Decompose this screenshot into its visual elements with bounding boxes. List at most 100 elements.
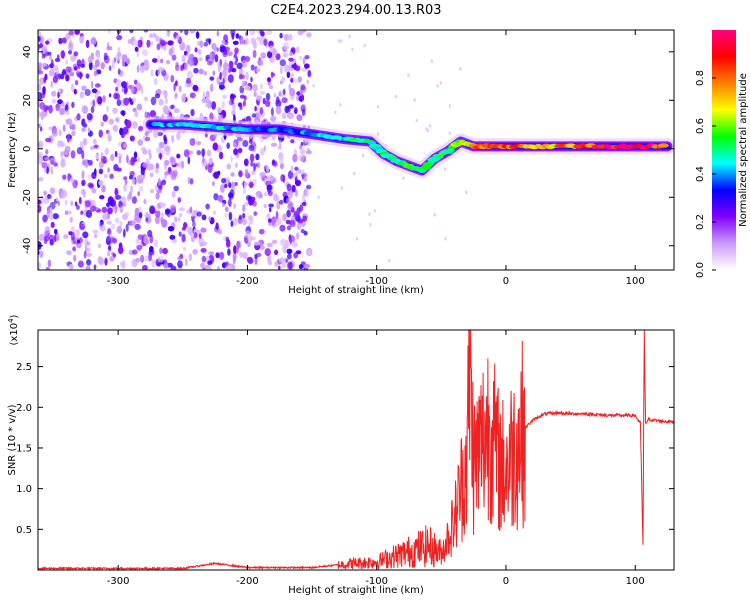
- noise-speckle: [286, 225, 292, 231]
- noise-speckle: [80, 210, 84, 215]
- noise-speckle: [263, 38, 268, 47]
- noise-speckle: [46, 207, 51, 214]
- noise-speckle: [163, 134, 167, 142]
- noise-speckle: [48, 126, 52, 131]
- noise-speckle: [231, 32, 235, 40]
- noise-speckle: [284, 64, 291, 74]
- noise-speckle: [294, 78, 298, 84]
- noise-speckle: [169, 234, 176, 240]
- noise-speckle: [116, 34, 123, 41]
- noise-speckle: [130, 85, 135, 94]
- noise-speckle: [49, 206, 53, 213]
- noise-speckle: [38, 204, 42, 213]
- noise-speckle: [167, 30, 170, 33]
- noise-speckle: [106, 45, 113, 51]
- noise-speckle: [216, 47, 219, 52]
- noise-speckle: [149, 41, 154, 46]
- x-tick-label: -300: [107, 576, 130, 587]
- noise-speckle: [115, 117, 120, 123]
- noise-speckle: [287, 253, 292, 260]
- noise-speckle: [299, 148, 306, 155]
- noise-speckle: [234, 47, 239, 55]
- noise-speckle: [101, 206, 108, 214]
- noise-speckle: [230, 172, 235, 177]
- noise-speckle: [224, 206, 229, 212]
- noise-speckle: [107, 207, 113, 215]
- noise-speckle: [60, 50, 65, 59]
- noise-speckle: [275, 99, 282, 108]
- noise-speckle: [108, 93, 112, 98]
- noise-speckle: [195, 31, 200, 39]
- noise-speckle: [81, 118, 85, 127]
- noise-speckle: [116, 99, 122, 107]
- noise-speckle: [302, 215, 308, 222]
- noise-speckle: [260, 52, 267, 59]
- noise-speckle: [117, 246, 124, 255]
- noise-speckle: [159, 202, 166, 208]
- noise-speckle: [65, 59, 69, 65]
- noise-speckle: [361, 153, 365, 158]
- noise-speckle: [303, 263, 311, 269]
- spectrogram-x-axis: -300 -200 -100 0 100: [107, 30, 645, 287]
- noise-speckle: [134, 46, 139, 52]
- noise-speckle: [228, 182, 232, 189]
- noise-speckle: [81, 127, 86, 132]
- noise-speckle: [285, 219, 291, 225]
- noise-speckle: [270, 115, 277, 122]
- noise-speckle: [181, 233, 186, 243]
- noise-speckle: [225, 236, 230, 242]
- noise-speckle: [155, 35, 160, 43]
- noise-speckle: [87, 174, 92, 181]
- noise-speckle: [292, 153, 298, 163]
- noise-speckle: [158, 141, 165, 149]
- noise-speckle: [242, 218, 248, 226]
- noise-speckle: [285, 258, 289, 263]
- noise-speckle: [296, 46, 300, 54]
- colorbar-tick-label: 0.4: [695, 166, 706, 182]
- noise-speckle: [114, 205, 118, 214]
- noise-speckle: [223, 46, 230, 52]
- noise-speckle: [131, 196, 137, 204]
- noise-speckle: [177, 260, 183, 269]
- noise-speckle: [100, 121, 105, 127]
- noise-speckle: [218, 81, 225, 91]
- noise-speckle: [98, 257, 105, 266]
- noise-speckle: [244, 201, 249, 207]
- noise-speckle: [49, 187, 56, 194]
- noise-speckle: [306, 79, 310, 85]
- noise-speckle: [226, 142, 230, 149]
- noise-speckle: [96, 53, 101, 61]
- noise-speckle: [47, 51, 52, 56]
- noise-speckle: [242, 204, 246, 212]
- noise-speckle: [50, 80, 53, 88]
- noise-speckle: [164, 97, 168, 105]
- noise-speckle: [232, 142, 237, 148]
- noise-speckle: [272, 159, 275, 166]
- noise-speckle: [98, 168, 104, 175]
- noise-speckle: [231, 109, 236, 115]
- snr-y-label: SNR (10 * v/v): [7, 404, 18, 475]
- noise-speckle: [54, 57, 61, 63]
- noise-speckle: [465, 190, 468, 195]
- noise-speckle: [64, 145, 71, 153]
- noise-speckle: [73, 88, 78, 95]
- noise-speckle: [43, 76, 47, 84]
- noise-speckle: [194, 47, 198, 53]
- noise-speckle: [47, 194, 52, 200]
- noise-speckle: [271, 58, 276, 64]
- noise-speckle: [48, 104, 53, 114]
- noise-speckle: [196, 211, 202, 217]
- noise-speckle: [164, 159, 170, 166]
- noise-speckle: [161, 212, 164, 218]
- noise-speckle: [138, 125, 144, 132]
- noise-speckle: [192, 84, 199, 92]
- noise-speckle: [154, 93, 161, 99]
- noise-speckle: [388, 258, 391, 263]
- noise-speckle: [178, 207, 185, 212]
- noise-speckle: [236, 247, 240, 255]
- noise-speckle: [64, 104, 69, 112]
- noise-speckle: [187, 58, 192, 65]
- noise-speckle: [266, 30, 273, 35]
- noise-speckle: [137, 139, 143, 146]
- noise-speckle: [212, 172, 219, 178]
